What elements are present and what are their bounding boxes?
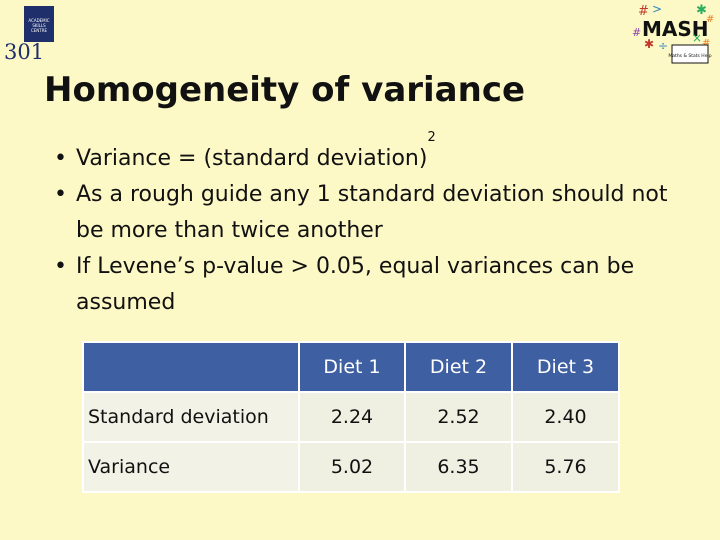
bullet-text: If Levene’s p-value > 0.05, equal varian… xyxy=(76,254,635,315)
logo-box-text: ACADEMIC SKILLS CENTRE xyxy=(28,18,50,33)
bullet-dot: • xyxy=(54,254,67,279)
table-header-row: Diet 1 Diet 2 Diet 3 xyxy=(82,341,620,393)
slide-title: Homogeneity of variance xyxy=(44,70,526,110)
variance-table: Diet 1 Diet 2 Diet 3 Standard deviation … xyxy=(82,341,620,493)
bullet-item: • As a rough guide any 1 standard deviat… xyxy=(54,177,694,249)
mash-symbol-2: ÷ xyxy=(658,39,668,53)
bullet-text: As a rough guide any 1 standard deviatio… xyxy=(76,182,668,243)
table-cell: 2.52 xyxy=(404,391,513,443)
column-header: Diet 3 xyxy=(511,341,620,393)
table-row: Variance 5.02 6.35 5.76 xyxy=(82,441,620,493)
bullet-dot: • xyxy=(54,146,67,171)
table-cell: 2.24 xyxy=(298,391,406,443)
mash-tag xyxy=(671,44,709,64)
university-logo: ACADEMIC SKILLS CENTRE 301 xyxy=(4,6,56,64)
table-row: Standard deviation 2.24 2.52 2.40 xyxy=(82,391,620,443)
logo-crest: ACADEMIC SKILLS CENTRE xyxy=(24,6,54,42)
bullet-dot: • xyxy=(54,182,67,207)
row-label: Variance xyxy=(82,441,300,493)
bullet-item: • If Levene’s p-value > 0.05, equal vari… xyxy=(54,249,694,321)
mash-hash-3: # xyxy=(632,26,641,39)
table-corner-cell xyxy=(82,341,300,393)
mash-star-1: ✱ xyxy=(696,3,707,18)
bullet-item: • Variance = (standard deviation)2 xyxy=(54,131,694,177)
mash-star-2: ✱ xyxy=(644,37,654,51)
logo-number: 301 xyxy=(4,40,45,64)
table-cell: 6.35 xyxy=(404,441,513,493)
mash-hash-1: # xyxy=(638,4,649,19)
mash-hash-2: # xyxy=(706,14,714,25)
bullet-list: • Variance = (standard deviation)2 • As … xyxy=(54,131,694,321)
mash-hash-4: # xyxy=(702,38,710,49)
mash-symbol-3: × xyxy=(692,31,702,45)
table-cell: 2.40 xyxy=(511,391,620,443)
table-cell: 5.02 xyxy=(298,441,406,493)
mash-logo: # > ✱ # MASH # ✱ ÷ × # Maths & Stats Hel… xyxy=(632,2,714,64)
superscript: 2 xyxy=(427,130,436,145)
row-label: Standard deviation xyxy=(82,391,300,443)
bullet-text: Variance = (standard deviation) xyxy=(76,146,428,171)
mash-caption: Maths & Stats Help xyxy=(668,53,711,59)
mash-symbol-1: > xyxy=(652,2,662,16)
table-cell: 5.76 xyxy=(511,441,620,493)
column-header: Diet 2 xyxy=(404,341,513,393)
column-header: Diet 1 xyxy=(298,341,406,393)
mash-word: MASH xyxy=(642,17,709,41)
